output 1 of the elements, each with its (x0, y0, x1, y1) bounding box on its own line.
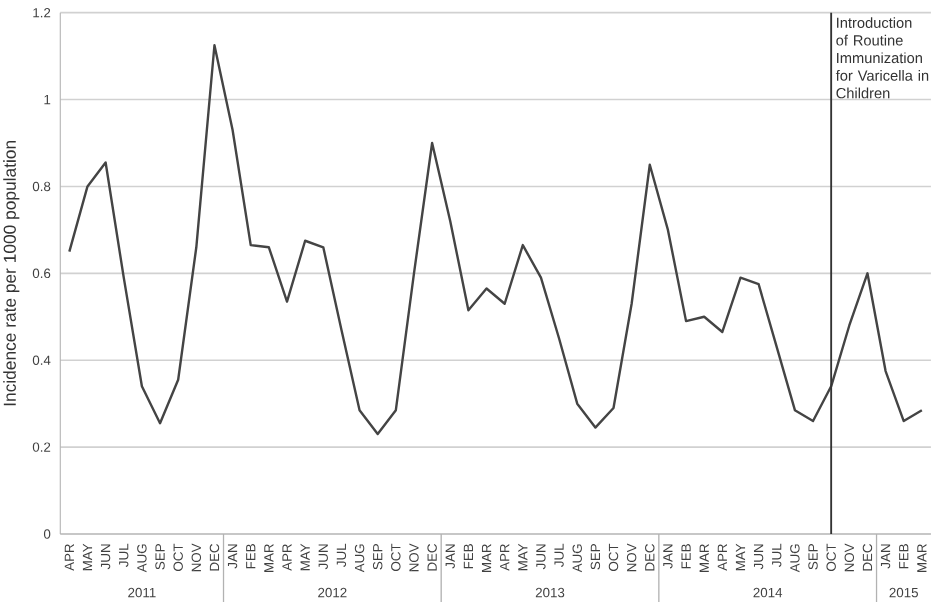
y-axis-title: Incidence rate per 1000 population (3, 141, 20, 406)
